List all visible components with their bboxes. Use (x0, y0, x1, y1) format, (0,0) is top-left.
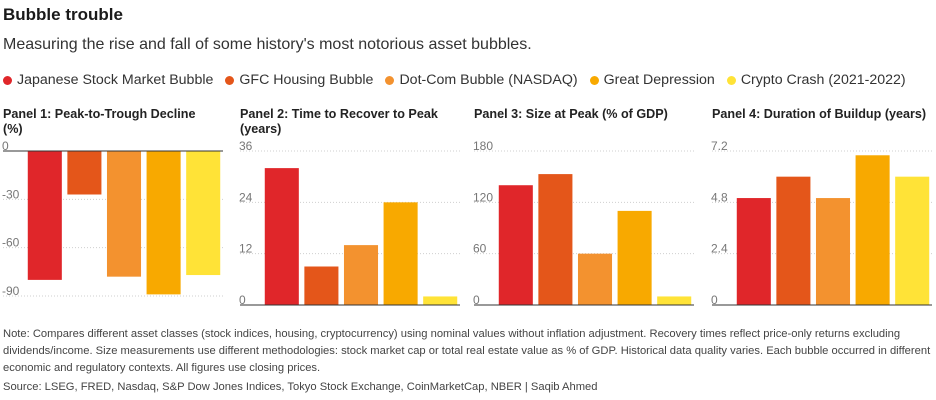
chart-source: Source: LSEG, FRED, Nasdaq, S&P Dow Jone… (3, 381, 598, 393)
legend-label: Dot-Com Bubble (NASDAQ) (399, 72, 578, 88)
panel-title: (%) (3, 122, 23, 136)
bar (383, 202, 418, 305)
panel-title: Panel 2: Time to Recover to Peak (240, 107, 439, 121)
tick-label: 180 (473, 139, 493, 153)
tick-label: 60 (473, 242, 487, 256)
bar (106, 151, 142, 277)
bar (577, 253, 613, 305)
legend-label: Crypto Crash (2021-2022) (740, 72, 906, 88)
bar (343, 245, 379, 305)
chart-note: Note: Compares different asset classes (… (3, 328, 931, 374)
bar (855, 155, 890, 305)
bar (304, 266, 339, 305)
bar (146, 151, 181, 295)
legend-swatch (726, 75, 736, 85)
legend-label: Japanese Stock Market Bubble (17, 72, 214, 88)
panel-title: (years) (240, 122, 281, 136)
tick-label: 0 (711, 293, 718, 307)
bar (186, 151, 221, 276)
tick-label: 7.2 (711, 139, 728, 153)
bar (657, 296, 692, 305)
legend-item: Dot-Com Bubble (NASDAQ) (385, 72, 578, 88)
chart-title: Bubble trouble (3, 5, 123, 24)
tick-label: 0 (239, 293, 246, 307)
bar (815, 198, 851, 305)
legend-label: Great Depression (603, 72, 715, 88)
tick-label: 36 (239, 139, 253, 153)
legend-item: GFC Housing Bubble (225, 72, 373, 88)
bar (27, 151, 62, 280)
tick-label: 120 (473, 190, 493, 204)
panel-title: Panel 3: Size at Peak (% of GDP) (474, 107, 668, 121)
tick-label: 4.8 (711, 190, 728, 204)
bar (264, 168, 299, 305)
bar (895, 176, 930, 305)
bar (736, 198, 771, 305)
bar (617, 210, 652, 305)
tick-label: -60 (2, 236, 20, 250)
legend-item: Crypto Crash (2021-2022) (726, 72, 906, 88)
bar (538, 174, 573, 305)
legend-swatch (385, 75, 395, 85)
bar (498, 185, 533, 305)
tick-label: 12 (239, 242, 253, 256)
charts-area: Panel 1: Peak-to-Trough Decline(%) 0 -30 -6… (2, 107, 932, 307)
panel-title: Panel 1: Peak-to-Trough Decline (3, 107, 195, 121)
tick-label: -30 (2, 187, 20, 201)
tick-label: 2.4 (711, 242, 728, 256)
legend-item: Great Depression (589, 72, 715, 88)
legend: Japanese Stock Market Bubble GFC Housing… (3, 72, 906, 88)
bar (67, 151, 102, 195)
tick-label: 0 (2, 139, 9, 153)
legend-swatch (225, 75, 235, 85)
legend-item: Japanese Stock Market Bubble (3, 72, 213, 88)
legend-swatch (589, 75, 599, 85)
bar (423, 296, 458, 305)
legend-swatch (3, 75, 12, 85)
bar (776, 176, 811, 305)
panel-title: Panel 4: Duration of Buildup (years) (712, 107, 926, 121)
tick-label: 24 (239, 190, 253, 204)
tick-label: 0 (473, 293, 480, 307)
legend-label: GFC Housing Bubble (239, 72, 374, 88)
tick-label: -90 (2, 284, 20, 298)
chart-subtitle: Measuring the rise and fall of some hist… (3, 36, 532, 53)
